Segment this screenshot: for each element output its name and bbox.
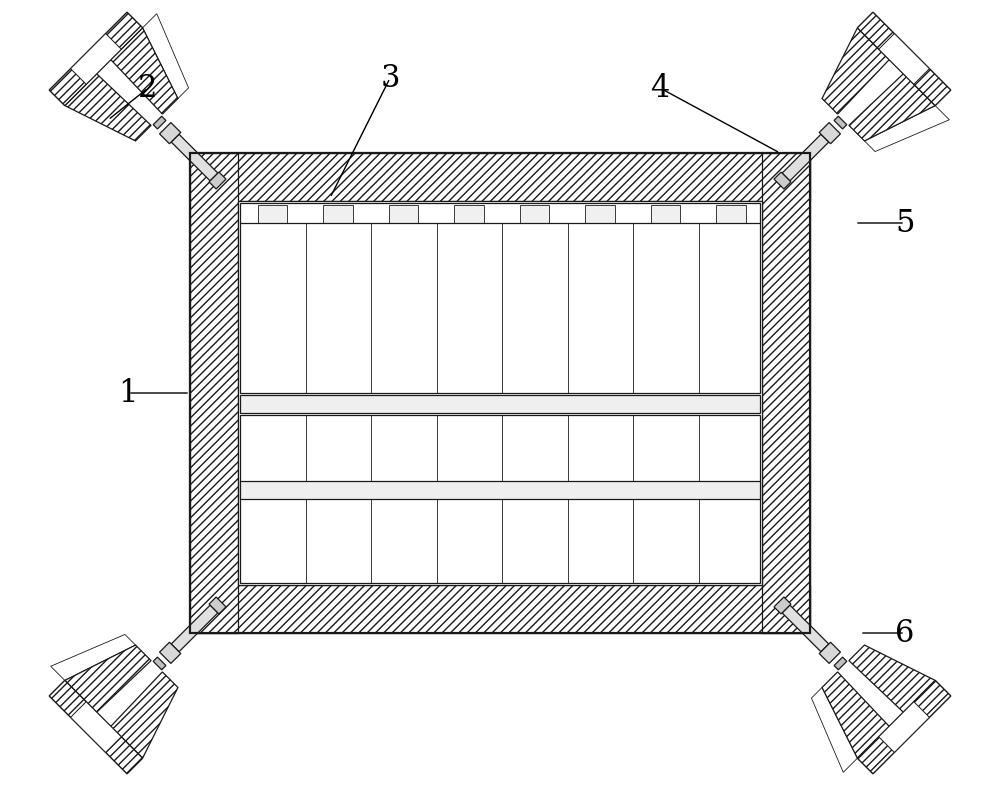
Bar: [389, 205, 418, 223]
Polygon shape: [51, 634, 136, 680]
Polygon shape: [71, 34, 121, 84]
Polygon shape: [879, 702, 929, 753]
Bar: [716, 205, 746, 223]
Polygon shape: [49, 680, 143, 774]
Polygon shape: [65, 645, 151, 712]
Bar: [190, 153, 810, 633]
Polygon shape: [49, 13, 143, 106]
Polygon shape: [71, 702, 121, 753]
Polygon shape: [822, 672, 889, 758]
Polygon shape: [864, 106, 949, 151]
Polygon shape: [857, 13, 951, 106]
Polygon shape: [879, 34, 929, 84]
Polygon shape: [49, 13, 143, 106]
Polygon shape: [153, 116, 166, 129]
Polygon shape: [160, 123, 181, 143]
Bar: [651, 205, 680, 223]
Polygon shape: [857, 680, 951, 774]
Text: 4: 4: [650, 72, 670, 103]
Polygon shape: [879, 34, 929, 84]
Polygon shape: [65, 74, 151, 141]
Bar: [190, 153, 810, 633]
Text: 1: 1: [118, 377, 138, 408]
Bar: [190, 153, 810, 201]
Text: 3: 3: [380, 62, 400, 94]
Polygon shape: [111, 672, 178, 758]
Bar: [240, 415, 760, 583]
Text: 6: 6: [895, 618, 915, 649]
Bar: [240, 395, 760, 413]
Polygon shape: [153, 657, 166, 670]
Bar: [762, 153, 810, 633]
Bar: [520, 205, 549, 223]
Polygon shape: [819, 642, 840, 663]
Bar: [258, 205, 287, 223]
Polygon shape: [49, 680, 143, 774]
Text: 5: 5: [895, 207, 915, 239]
Bar: [585, 205, 615, 223]
Polygon shape: [849, 74, 935, 141]
Polygon shape: [111, 28, 178, 114]
Polygon shape: [834, 657, 847, 670]
Bar: [240, 481, 760, 499]
Bar: [190, 585, 810, 633]
Text: 2: 2: [138, 72, 158, 103]
Bar: [190, 153, 238, 633]
Bar: [190, 153, 810, 633]
Polygon shape: [774, 597, 791, 614]
Polygon shape: [857, 680, 951, 774]
Bar: [238, 201, 762, 585]
Polygon shape: [143, 13, 189, 98]
Polygon shape: [209, 172, 226, 189]
Polygon shape: [160, 642, 181, 663]
Polygon shape: [71, 702, 121, 753]
Polygon shape: [71, 34, 121, 84]
Polygon shape: [849, 645, 935, 712]
Polygon shape: [819, 123, 840, 143]
Polygon shape: [774, 172, 791, 189]
Polygon shape: [834, 116, 847, 129]
Bar: [240, 203, 760, 393]
Polygon shape: [822, 28, 889, 114]
Polygon shape: [171, 134, 218, 181]
Bar: [323, 205, 353, 223]
Polygon shape: [857, 13, 951, 106]
Polygon shape: [782, 605, 829, 652]
Polygon shape: [209, 597, 226, 614]
Polygon shape: [782, 134, 829, 181]
Bar: [454, 205, 484, 223]
Polygon shape: [171, 605, 218, 652]
Polygon shape: [879, 702, 929, 753]
Polygon shape: [811, 687, 857, 772]
